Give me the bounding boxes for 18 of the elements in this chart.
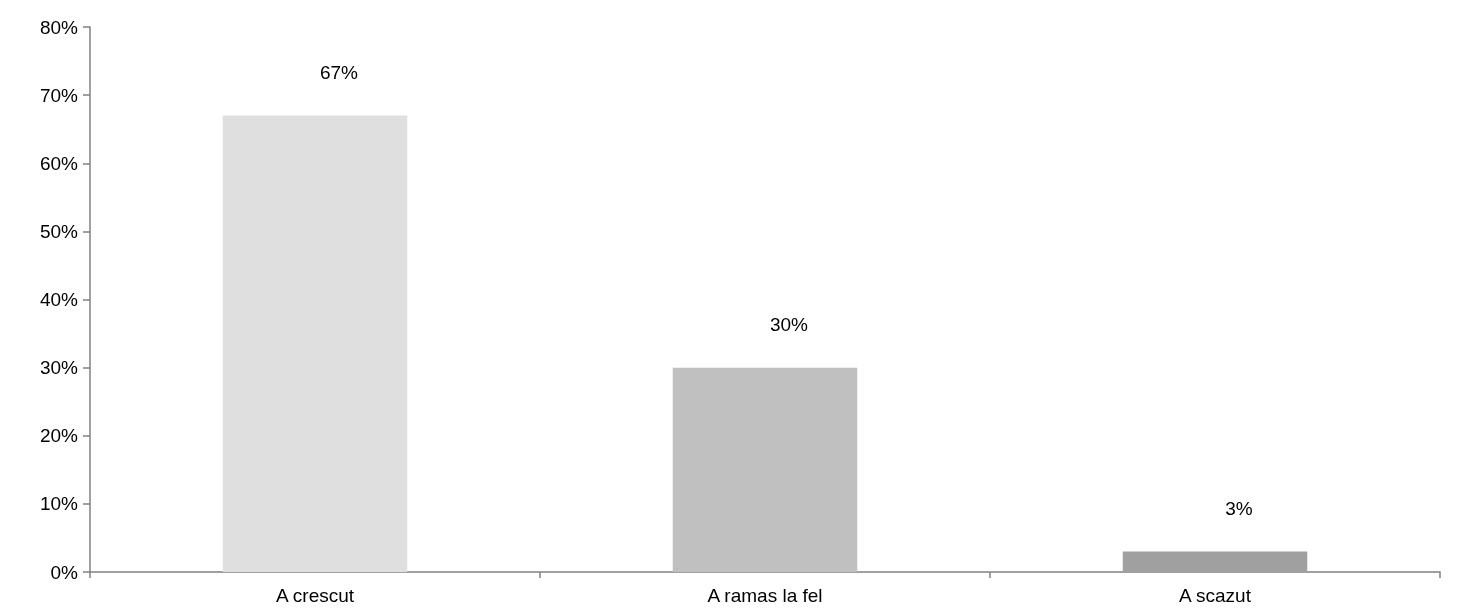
bar: [222, 115, 408, 572]
data-label: 30%: [769, 313, 809, 335]
x-tick-label: A scazut: [1179, 585, 1252, 606]
y-tick-label: 50%: [39, 220, 79, 242]
y-tick-label: 20%: [39, 425, 79, 447]
bar: [672, 367, 858, 572]
data-label: 3%: [1225, 497, 1253, 519]
y-tick-label: 80%: [39, 16, 79, 38]
y-tick-label: 60%: [39, 152, 79, 174]
bar: [1122, 551, 1308, 572]
y-tick-label: 40%: [39, 289, 79, 310]
y-tick-label: 10%: [39, 493, 79, 515]
y-tick-label: 70%: [39, 84, 79, 106]
x-tick-label: A ramas la fel: [707, 585, 823, 606]
x-tick-label: A crescut: [275, 585, 355, 606]
data-label: 67%: [319, 61, 359, 83]
y-tick-label: 0%: [50, 561, 79, 583]
y-tick-label: 30%: [39, 357, 79, 379]
